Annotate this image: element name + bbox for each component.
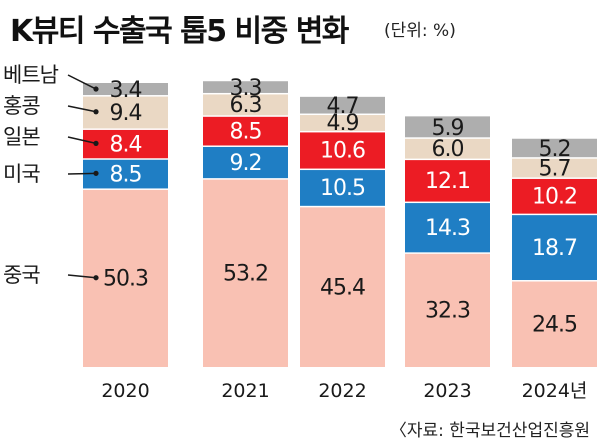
bar-segment-중국-2021 [203,179,288,367]
bar-segment-중국-2023 [405,253,490,367]
legend-label-일본: 일본 [3,125,40,149]
x-tick-label-2021: 2021 [221,380,269,402]
legend-label-중국: 중국 [3,263,40,287]
x-tick-label-2020: 2020 [101,380,149,402]
data-label-베트남-2024년: 5.2 [539,137,571,162]
data-label-일본-2022: 10.6 [320,139,365,164]
data-label-홍콩-2024년: 5.7 [539,156,571,181]
bar-segment-홍콩-2023 [405,138,490,159]
bar-segment-홍콩-2022 [300,115,385,131]
bar-segment-베트남-2020 [83,83,168,96]
legend-leader-홍콩 [67,105,97,113]
bar-segment-일본-2022 [300,132,385,169]
x-tick-label-2023: 2023 [423,380,471,402]
data-label-베트남-2021: 3.3 [230,76,262,101]
data-label-중국-2021: 53.2 [223,262,268,287]
data-label-중국-2022: 45.4 [320,275,365,300]
x-tick-label-2024년: 2024년 [522,380,588,402]
legend-dot-베트남 [93,86,99,92]
data-label-중국-2023: 32.3 [425,299,470,324]
bar-segment-중국-2024년 [512,281,597,367]
legend-leader-베트남 [67,74,97,90]
data-label-홍콩-2021: 6.3 [230,93,262,118]
legend-label-베트남: 베트남 [3,63,59,87]
x-tick-label-2022: 2022 [318,380,366,402]
source-note: 〈자료: 한국보건산업진흥원 [389,421,590,441]
legend-dot-미국 [93,170,99,176]
bar-segment-미국-2022 [300,170,385,206]
bar-segment-일본-2024년 [512,178,597,214]
bar-segment-베트남-2022 [300,96,385,114]
bar-segment-베트남-2023 [405,116,490,138]
legend-dot-일본 [93,140,99,146]
bar-segment-베트남-2024년 [512,138,597,158]
legend-label-미국: 미국 [3,162,40,186]
bar-segment-일본-2021 [203,116,288,146]
data-label-베트남-2020: 3.4 [110,78,142,103]
unit-label: (단위: %) [384,21,456,41]
bar-segment-홍콩-2021 [203,94,288,116]
data-label-일본-2024년: 10.2 [532,185,577,210]
bar-segment-미국-2023 [405,203,490,253]
legend-leader-일본 [67,136,97,145]
data-label-베트남-2022: 4.7 [327,94,359,119]
data-label-베트남-2023: 5.9 [432,116,464,141]
bar-segment-베트남-2021 [203,81,288,93]
bar-segment-미국-2024년 [512,215,597,281]
bar-segment-홍콩-2024년 [512,158,597,178]
data-label-미국-2022: 10.5 [320,176,365,201]
data-label-홍콩-2023: 6.0 [432,137,464,162]
bar-segment-일본-2023 [405,160,490,202]
data-label-일본-2023: 12.1 [425,169,470,194]
chart-title: K뷰티 수출국 톱5 비중 변화 [10,14,349,49]
legend-leader-미국 [67,172,97,175]
bar-segment-중국-2022 [300,207,385,367]
legend-dot-홍콩 [93,109,99,115]
legend-leader-중국 [67,274,97,279]
data-label-중국-2024년: 24.5 [532,313,577,338]
bar-segment-미국-2021 [203,146,288,179]
data-label-중국-2020: 50.3 [103,267,148,292]
data-label-일본-2021: 8.5 [230,119,262,144]
data-label-홍콩-2020: 9.4 [110,101,142,126]
data-label-미국-2020: 8.5 [110,162,142,187]
data-label-미국-2021: 9.2 [230,151,262,176]
data-label-미국-2024년: 18.7 [532,236,577,261]
data-label-홍콩-2022: 4.9 [327,111,359,136]
legend-dot-중국 [93,275,99,281]
data-label-일본-2020: 8.4 [110,132,142,157]
data-label-미국-2023: 14.3 [425,216,470,241]
legend-label-홍콩: 홍콩 [3,94,40,118]
